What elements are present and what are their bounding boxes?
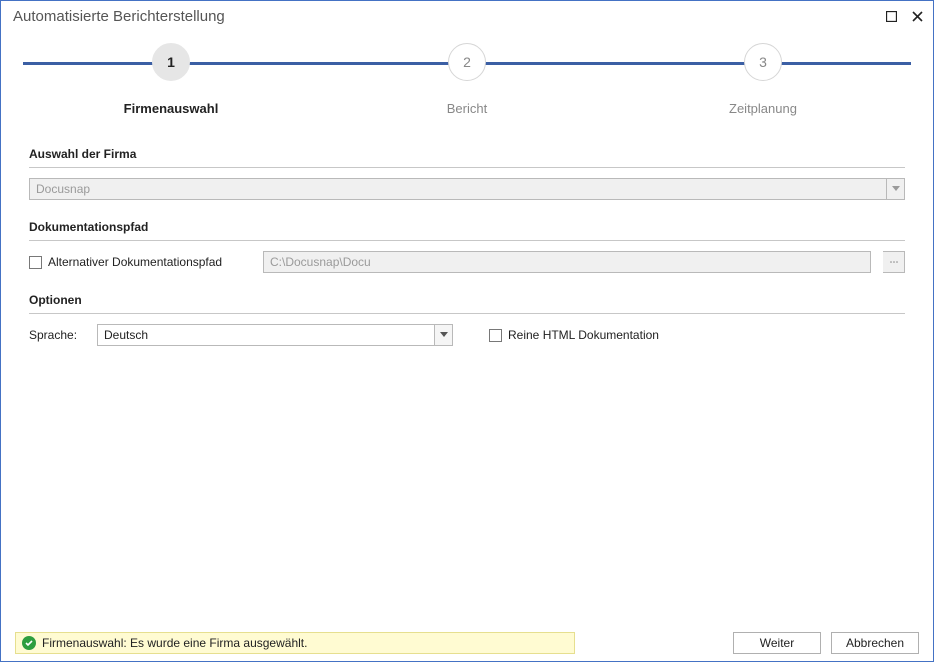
html-only-text: Reine HTML Dokumentation [508, 328, 659, 342]
status-text: Firmenauswahl: Es wurde eine Firma ausge… [42, 636, 307, 650]
step-circle: 1 [152, 43, 190, 81]
section-header-options: Optionen [29, 283, 905, 314]
window-title: Automatisierte Berichterstellung [13, 8, 873, 25]
browse-button[interactable] [883, 251, 905, 273]
wizard-content: Auswahl der Firma Docusnap Dokumentation… [1, 127, 933, 346]
success-icon [22, 636, 36, 650]
docpath-input[interactable]: C:\Docusnap\Docu [263, 251, 871, 273]
step-3[interactable]: 3 Zeitplanung [663, 37, 863, 116]
next-button[interactable]: Weiter [733, 632, 821, 654]
step-1[interactable]: 1 Firmenauswahl [71, 37, 271, 116]
wizard-stepper: 1 Firmenauswahl 2 Bericht 3 Zeitplanung [23, 37, 911, 127]
wizard-footer: Firmenauswahl: Es wurde eine Firma ausge… [1, 625, 933, 661]
status-message: Firmenauswahl: Es wurde eine Firma ausge… [15, 632, 575, 654]
section-header-company: Auswahl der Firma [29, 137, 905, 168]
step-label: Bericht [447, 101, 487, 116]
alt-docpath-checkbox-label[interactable]: Alternativer Dokumentationspfad [29, 255, 251, 269]
language-label: Sprache: [29, 328, 79, 342]
language-select[interactable]: Deutsch [97, 324, 453, 346]
step-2[interactable]: 2 Bericht [367, 37, 567, 116]
maximize-button[interactable] [883, 8, 899, 24]
step-circle: 2 [448, 43, 486, 81]
alt-docpath-checkbox[interactable] [29, 256, 42, 269]
docpath-row: Alternativer Dokumentationspfad C:\Docus… [29, 251, 905, 273]
titlebar: Automatisierte Berichterstellung [1, 1, 933, 31]
html-only-checkbox[interactable] [489, 329, 502, 342]
language-select-dropdown-button[interactable] [435, 324, 453, 346]
section-header-docpath: Dokumentationspfad [29, 210, 905, 241]
company-select-dropdown-button[interactable] [887, 178, 905, 200]
html-only-checkbox-label[interactable]: Reine HTML Dokumentation [489, 328, 659, 342]
step-circle: 3 [744, 43, 782, 81]
step-label: Zeitplanung [729, 101, 797, 116]
options-row: Sprache: Deutsch Reine HTML Dokumentatio… [29, 324, 905, 346]
language-select-value: Deutsch [97, 324, 435, 346]
company-select-value: Docusnap [29, 178, 887, 200]
close-button[interactable] [909, 8, 925, 24]
cancel-button[interactable]: Abbrechen [831, 632, 919, 654]
step-label: Firmenauswahl [124, 101, 219, 116]
alt-docpath-text: Alternativer Dokumentationspfad [48, 255, 222, 269]
company-select[interactable]: Docusnap [29, 178, 905, 200]
stepper-steps: 1 Firmenauswahl 2 Bericht 3 Zeitplanung [23, 37, 911, 116]
